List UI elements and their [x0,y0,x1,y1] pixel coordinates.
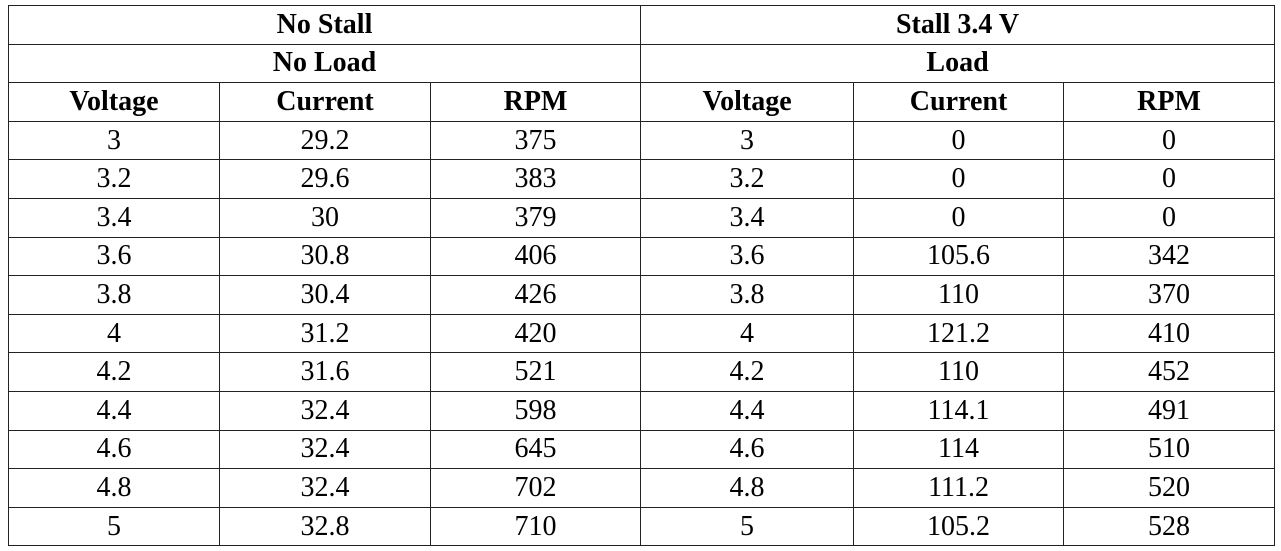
data-cell: 111.2 [853,468,1065,508]
group-subtitle-row: No Load Load [7,43,1276,84]
data-cell: 3.2 [8,159,220,199]
data-row: 3.2 29.6 383 3.2 0 0 [8,159,1276,199]
data-cell: 520 [1063,468,1276,508]
data-cell: 4.2 [8,352,220,392]
group-title: No Stall [7,5,642,45]
data-cell: 342 [1063,236,1276,277]
data-cell: 4.8 [8,468,220,508]
data-cell: 32.4 [219,429,431,470]
data-cell: 410 [1063,313,1276,354]
data-cell: 4.4 [640,390,855,431]
data-cell: 420 [429,313,642,354]
data-cell: 29.6 [219,159,431,199]
data-cell: 0 [1063,159,1276,199]
data-cell: 32.4 [219,390,431,431]
data-row: 4.4 32.4 598 4.4 114.1 491 [8,390,1276,431]
data-cell: 375 [429,120,642,161]
column-header-row: Voltage Current RPM Voltage Current RPM [8,82,1276,122]
data-cell: 3.4 [8,197,220,238]
data-cell: 0 [1063,197,1276,238]
data-cell: 528 [1063,506,1276,547]
data-cell: 645 [429,429,642,470]
data-cell: 4 [8,313,220,354]
data-row: 3.6 30.8 406 3.6 105.6 342 [8,236,1276,277]
table-body: No Stall Stall 3.4 V No Load Load Voltage Cur… [7,5,1276,547]
data-cell: 702 [429,468,642,508]
data-cell: 4.2 [640,352,855,392]
data-cell: 491 [1063,390,1276,431]
data-cell: 4 [640,313,855,354]
group-subtitle: No Load [7,43,642,84]
group-title-row: No Stall Stall 3.4 V [7,5,1276,45]
data-cell: 3 [8,120,220,161]
data-cell: 32.4 [219,468,431,508]
data-cell: 452 [1063,352,1276,392]
data-cell: 30.4 [219,275,431,315]
data-cell: 0 [1063,120,1276,161]
data-cell: 379 [429,197,642,238]
data-cell: 510 [1063,429,1276,470]
data-cell: 110 [853,352,1065,392]
data-cell: 105.2 [853,506,1065,547]
data-row: 3.8 30.4 426 3.8 110 370 [8,275,1276,315]
data-cell: 3.8 [8,275,220,315]
data-cell: 5 [8,506,220,547]
data-table: No Stall Stall 3.4 V No Load Load Voltage Cur… [7,5,1276,547]
column-header: RPM [1063,82,1276,122]
data-cell: 710 [429,506,642,547]
data-row: 3.4 30 379 3.4 0 0 [8,197,1276,238]
data-row: 3 29.2 375 3 0 0 [8,120,1276,161]
data-cell: 105.6 [853,236,1065,277]
data-row: 4 31.2 420 4 121.2 410 [8,313,1276,354]
data-cell: 0 [853,197,1065,238]
group-subtitle: Load [640,43,1276,84]
data-cell: 3.4 [640,197,855,238]
data-cell: 4.6 [640,429,855,470]
data-cell: 0 [853,159,1065,199]
data-cell: 426 [429,275,642,315]
data-cell: 370 [1063,275,1276,315]
data-cell: 121.2 [853,313,1065,354]
column-header: Current [219,82,431,122]
data-cell: 114.1 [853,390,1065,431]
data-cell: 3.6 [640,236,855,277]
data-cell: 31.2 [219,313,431,354]
column-header: RPM [429,82,642,122]
data-cell: 3.2 [640,159,855,199]
data-cell: 406 [429,236,642,277]
data-cell: 4.8 [640,468,855,508]
data-cell: 598 [429,390,642,431]
data-cell: 114 [853,429,1065,470]
data-cell: 3.6 [8,236,220,277]
group-title: Stall 3.4 V [640,5,1276,45]
data-row: 4.6 32.4 645 4.6 114 510 [8,429,1276,470]
data-cell: 110 [853,275,1065,315]
column-header: Current [853,82,1065,122]
data-cell: 521 [429,352,642,392]
data-cell: 383 [429,159,642,199]
data-cell: 4.6 [8,429,220,470]
data-cell: 0 [853,120,1065,161]
data-cell: 4.4 [8,390,220,431]
column-header: Voltage [8,82,220,122]
column-header: Voltage [640,82,855,122]
data-cell: 31.6 [219,352,431,392]
data-cell: 3.8 [640,275,855,315]
data-row: 4.2 31.6 521 4.2 110 452 [8,352,1276,392]
data-cell: 30.8 [219,236,431,277]
data-cell: 5 [640,506,855,547]
data-cell: 29.2 [219,120,431,161]
data-row: 5 32.8 710 5 105.2 528 [8,506,1276,547]
data-cell: 3 [640,120,855,161]
data-cell: 32.8 [219,506,431,547]
data-cell: 30 [219,197,431,238]
data-row: 4.8 32.4 702 4.8 111.2 520 [8,468,1276,508]
